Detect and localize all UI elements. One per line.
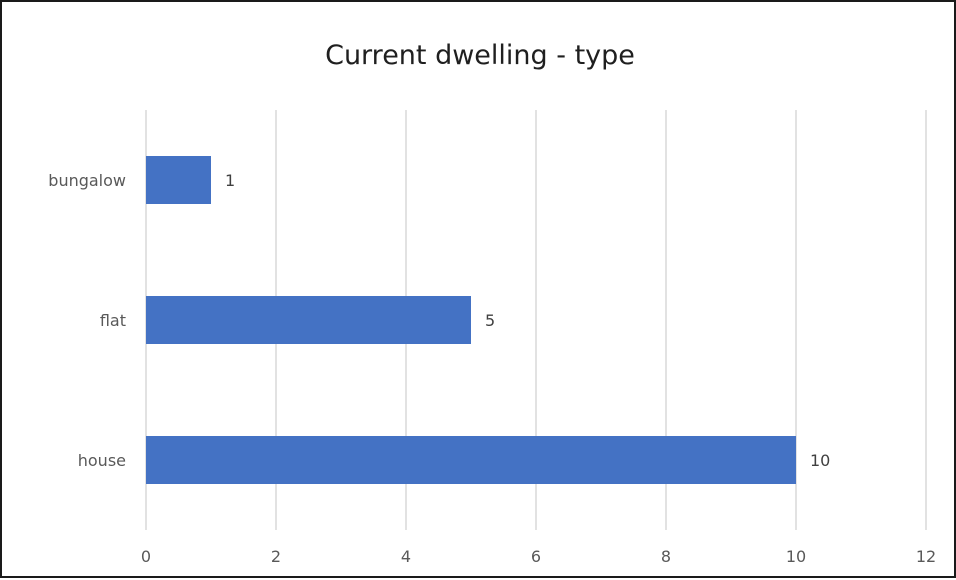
bar-bungalow [146,156,211,204]
data-label-bungalow: 1 [225,171,235,190]
x-tick-label-4: 4 [401,547,411,566]
data-label-flat: 5 [485,311,495,330]
x-tick-label-10: 10 [786,547,806,566]
category-label-flat: flat [100,311,126,330]
labels: 0 2 4 6 8 10 12 bungalow 1 flat 5 house 10 [48,171,936,566]
category-label-bungalow: bungalow [48,171,126,190]
bar-flat [146,296,471,344]
bar-house [146,436,796,484]
chart-title: Current dwelling - type [325,40,635,71]
x-tick-label-0: 0 [141,547,151,566]
x-tick-label-2: 2 [271,547,281,566]
x-tick-label-12: 12 [916,547,936,566]
category-label-house: house [78,451,126,470]
data-label-house: 10 [810,451,830,470]
x-tick-label-6: 6 [531,547,541,566]
x-tick-label-8: 8 [661,547,671,566]
bars [146,156,796,484]
